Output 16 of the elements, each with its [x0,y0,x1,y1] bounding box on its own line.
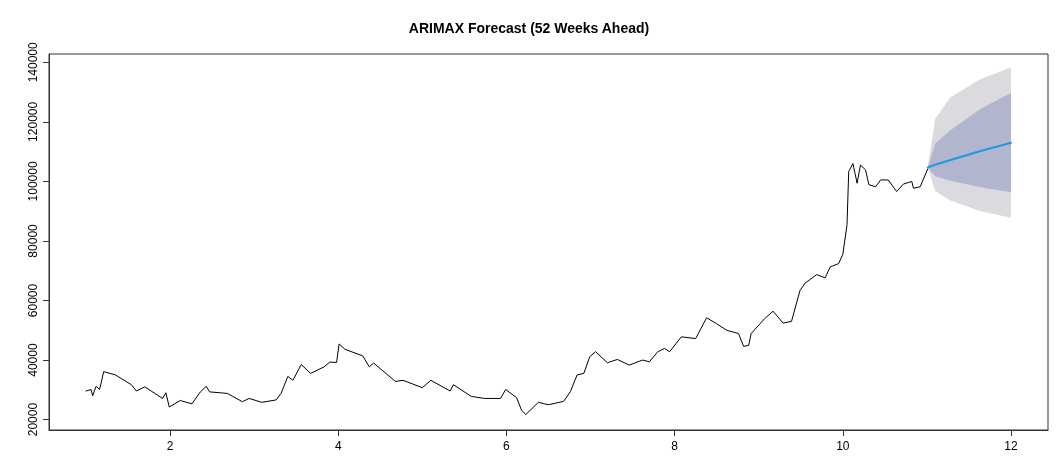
x-tick-label: 2 [166,439,174,453]
y-tick-label: 80000 [26,223,40,258]
y-tick-label: 60000 [26,283,40,318]
line-series [926,141,1012,169]
chart-title: ARIMAX Forecast (52 Weeks Ahead) [408,20,650,36]
y-tick-label: 140000 [26,41,40,83]
x-tick-label: 10 [836,439,850,453]
y-tick-label: 40000 [26,343,40,377]
y-tick-label: 20000 [26,402,40,437]
x-tick-label: 4 [334,439,342,453]
x-tick-label: 6 [503,439,511,453]
y-tick-label: 120000 [26,101,40,142]
line-series [85,163,929,416]
y-tick-label: 100000 [26,161,40,202]
x-tick-label: 8 [671,439,679,453]
x-tick-label: 12 [1004,439,1018,453]
